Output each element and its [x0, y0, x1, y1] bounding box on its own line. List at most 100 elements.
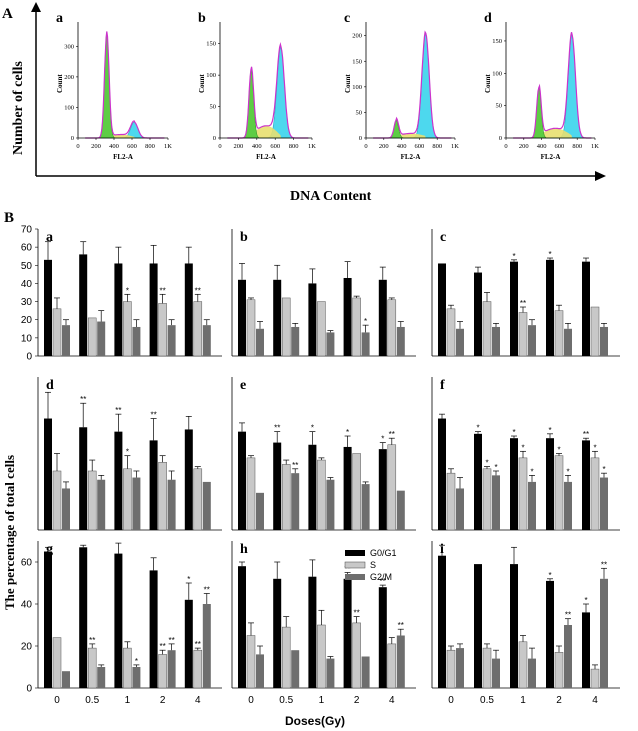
bar-h-G0G1-2 [343, 578, 352, 688]
significance-mark-c: ** [520, 299, 526, 308]
bar-x-tick-label-g: 2 [160, 695, 166, 706]
bar-a-G2M-2 [167, 325, 176, 356]
bar-b-G0G1-0 [238, 279, 246, 356]
bar-y-tick-label-g: 0 [26, 684, 32, 695]
bar-f-G2M-4 [600, 477, 608, 530]
bar-e-S-0 [246, 457, 256, 531]
significance-mark-g: ** [204, 586, 210, 595]
legend-swatch-g2m [345, 574, 365, 580]
hist-y-tick-label-b: 100 [206, 72, 216, 79]
bar-x-tick-label-h: 0.5 [279, 695, 293, 706]
bar-i-S-4 [590, 668, 600, 689]
bar-chart-b: b* [231, 229, 416, 357]
significance-mark-f: * [566, 467, 569, 476]
bar-y-tick-label-a: 0 [26, 352, 32, 363]
bar-i-G2M-4 [600, 578, 608, 688]
bar-b-G2M-0.5 [291, 326, 300, 356]
hist-x-tick-label-b: 600 [270, 143, 280, 150]
bar-g-G0G1-4 [184, 599, 193, 688]
bar-g-S-1 [123, 647, 132, 689]
hist-x-tick-label-d: 600 [555, 143, 565, 150]
hist-x-tick-label-a: 800 [145, 143, 155, 150]
bar-title-c: c [440, 230, 446, 245]
hist-y-tick-label-a: 200 [64, 74, 74, 81]
bar-g-G0G1-1 [114, 553, 123, 688]
bar-a-S-0.5 [87, 317, 97, 357]
panel-a-x-title: DNA Content [290, 189, 372, 204]
hist-y-tick-label-a: 100 [64, 104, 74, 111]
bar-b-S-0 [246, 299, 256, 357]
panel-a-letter: A [2, 6, 13, 22]
hist-x-tick-label-d: 200 [519, 143, 529, 150]
hist-x-tick-label-b: 400 [252, 143, 262, 150]
significance-mark-h: ** [380, 577, 386, 586]
bar-c-G2M-4 [600, 326, 608, 356]
fit-curve-d [513, 32, 592, 139]
legend-label-g2m: G2/M [370, 572, 392, 582]
bar-g-G0G1-0 [44, 551, 52, 688]
g2m-peak-d [513, 34, 592, 139]
hist-x-tick-label-b: 800 [289, 143, 299, 150]
bar-f-G2M-0.5 [492, 475, 500, 530]
hist-y-label-c: Count [344, 74, 352, 93]
panel-a-x-arrowhead [595, 171, 606, 181]
hist-y-tick-label-c: 200 [352, 33, 362, 40]
bar-g-S-4 [193, 649, 203, 689]
bar-c-S-4 [590, 306, 600, 357]
bar-i-S-2 [554, 652, 564, 689]
hist-y-tick-label-d: 150 [492, 38, 502, 45]
significance-mark-f: * [548, 426, 551, 435]
bar-g-S-0 [52, 637, 62, 689]
hist-y-tick-label-c: 0 [359, 135, 362, 142]
bar-y-tick-label-g: 60 [21, 558, 33, 569]
bar-a-S-2 [158, 303, 167, 357]
bar-a-G0G1-1 [114, 263, 123, 356]
bar-h-G2M-1 [326, 658, 335, 688]
significance-mark-f: * [485, 459, 488, 468]
significance-mark-f: * [476, 424, 479, 433]
hist-x-tick-label-b: 200 [234, 143, 244, 150]
significance-mark-e: * [381, 435, 384, 444]
histogram-a: 0 200 400 600 800 1K 0 100 200 300 Count FL2-A a [56, 11, 172, 161]
hist-x-tick-label-c: 0 [364, 143, 367, 150]
significance-mark-i: * [584, 596, 587, 605]
bar-x-tick-label-h: 2 [354, 695, 360, 706]
significance-mark-g: ** [89, 636, 95, 645]
bar-f-G0G1-4 [582, 440, 590, 530]
hist-x-label-d: FL2-A [541, 153, 561, 161]
legend: G0/G1 S G2/M [344, 548, 397, 582]
bar-title-f: f [440, 378, 445, 393]
significance-mark-a: ** [195, 286, 201, 295]
bar-x-tick-label-i: 1 [520, 695, 526, 706]
bar-h-S-4 [387, 643, 397, 689]
panel-b-x-title: Doses(Gy) [285, 714, 345, 728]
bar-f-G0G1-0 [438, 418, 446, 530]
bar-x-tick-label-h: 4 [389, 695, 395, 706]
bar-b-G0G1-0.5 [273, 279, 282, 356]
bar-a-G0G1-4 [184, 263, 193, 356]
legend-label-g0g1: G0/G1 [370, 548, 397, 558]
bar-c-S-0 [446, 308, 456, 357]
bar-d-S-1 [123, 468, 132, 531]
bar-f-G0G1-2 [546, 438, 554, 530]
significance-mark-g: * [135, 657, 138, 666]
significance-mark-f: * [593, 443, 596, 452]
bar-f-S-0.5 [482, 468, 492, 531]
bar-chart-e: e***** ** ** [231, 377, 416, 531]
bar-a-S-1 [123, 301, 132, 357]
bar-d-G2M-4 [202, 481, 211, 530]
bar-g-G0G1-2 [149, 570, 158, 688]
bar-y-tick-label-a: 20 [21, 315, 33, 326]
bar-i-G2M-1 [528, 658, 536, 688]
legend-label-s: S [370, 560, 376, 570]
bar-chart-c: c**** [431, 229, 620, 357]
bar-c-G2M-2 [564, 328, 572, 356]
hist-x-tick-label-d: 1K [591, 143, 599, 150]
bar-h-G0G1-0 [238, 566, 246, 688]
bar-h-G2M-0 [256, 654, 264, 688]
significance-mark-c: * [512, 252, 515, 261]
hist-x-tick-label-d: 400 [537, 143, 547, 150]
bar-e-S-4 [387, 444, 397, 531]
